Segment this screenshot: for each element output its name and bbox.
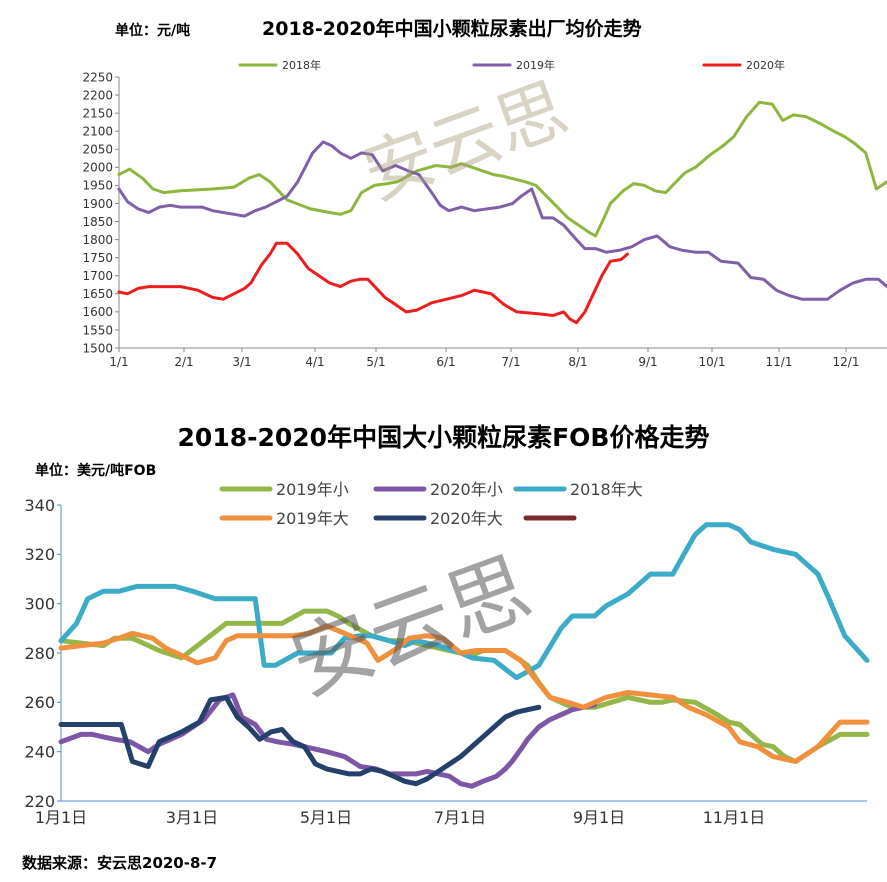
y-tick-label: 1750 — [82, 251, 113, 265]
legend-label: 2019年 — [516, 58, 555, 72]
y-tick-label: 2150 — [82, 106, 113, 120]
y-tick-label: 220 — [24, 792, 55, 811]
x-tick-label: 5月1日 — [300, 808, 352, 827]
y-tick-label: 2050 — [82, 143, 113, 157]
chart2-title: 2018-2020年中国大小颗粒尿素FOB价格走势 — [177, 423, 710, 452]
legend-label: 2020年小 — [430, 480, 503, 499]
chart1-plot: 1500 1550 1600 1650 1700 1750 1800 1850 1900 1950… — [82, 58, 887, 369]
y-tick-label: 260 — [24, 693, 55, 712]
series-line — [58, 522, 870, 681]
source-note: 数据来源：安云思2020-8-7 — [22, 854, 218, 872]
y-tick-label: 320 — [24, 545, 55, 564]
x-tick-label: 3/1 — [232, 355, 251, 369]
y-tick-label: 1600 — [82, 305, 113, 319]
y-tick-label: 280 — [24, 644, 55, 663]
y-tick-label: 2100 — [82, 125, 113, 139]
x-tick-label: 12/1 — [833, 355, 860, 369]
chart2-unit-label: 单位：美元/吨FOB — [35, 463, 157, 479]
x-tick-label: 4/1 — [305, 355, 324, 369]
x-tick-label: 6/1 — [436, 355, 455, 369]
y-tick-label: 1550 — [82, 323, 113, 337]
y-tick-label: 2250 — [82, 70, 113, 84]
y-tick-label: 1900 — [82, 197, 113, 211]
series-line — [58, 694, 542, 787]
watermark: 安云思 — [279, 540, 543, 713]
y-tick-label: 1500 — [82, 341, 113, 355]
legend-label: 2020年大 — [430, 509, 503, 528]
legend-label: 2020年 — [746, 58, 785, 72]
chart1-title: 2018-2020年中国小颗粒尿素出厂均价走势 — [262, 18, 642, 40]
series-line — [117, 140, 887, 301]
x-tick-label: 10/1 — [699, 355, 726, 369]
x-tick-label: 11月1日 — [703, 808, 766, 827]
x-tick-label: 2/1 — [174, 355, 193, 369]
chart1-unit-label: 单位：元/吨 — [115, 23, 191, 39]
x-tick-label: 5/1 — [366, 355, 385, 369]
y-tick-label: 1650 — [82, 287, 113, 301]
y-tick-label: 240 — [24, 742, 55, 761]
y-tick-label: 2200 — [82, 88, 113, 102]
x-tick-label: 1/1 — [109, 355, 128, 369]
legend-label: 2018年大 — [570, 480, 643, 499]
series-line — [58, 692, 598, 789]
x-tick-label: 7/1 — [501, 355, 520, 369]
x-tick-label: 1月1日 — [35, 808, 87, 827]
legend-label: 2018年 — [282, 58, 321, 72]
legend-label: 2019年大 — [276, 509, 349, 528]
x-tick-label: 3月1日 — [166, 808, 218, 827]
series-line — [117, 241, 629, 325]
legend-label: 2019年小 — [276, 480, 349, 499]
y-tick-label: 340 — [24, 496, 55, 515]
y-tick-label: 1700 — [82, 269, 113, 283]
x-tick-label: 8/1 — [568, 355, 587, 369]
x-tick-label: 7月1日 — [434, 808, 486, 827]
y-tick-label: 1850 — [82, 215, 113, 229]
y-tick-label: 300 — [24, 594, 55, 613]
x-tick-label: 9月1日 — [573, 808, 625, 827]
x-tick-label: 9/1 — [638, 355, 657, 369]
y-tick-label: 2000 — [82, 161, 113, 175]
y-tick-label: 1800 — [82, 233, 113, 247]
series-line — [58, 623, 870, 764]
x-tick-label: 11/1 — [766, 355, 793, 369]
y-tick-label: 1950 — [82, 179, 113, 193]
series-line — [117, 100, 887, 238]
